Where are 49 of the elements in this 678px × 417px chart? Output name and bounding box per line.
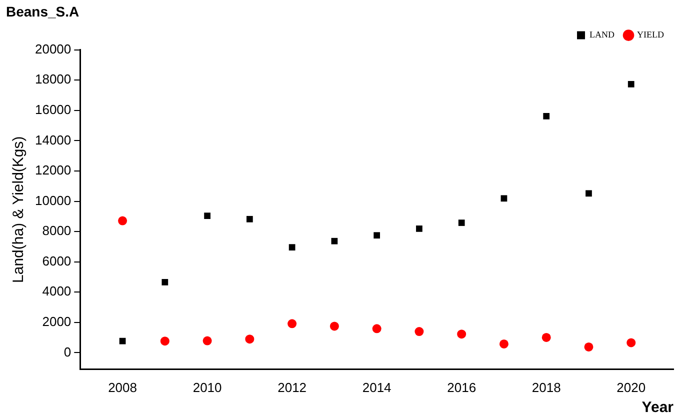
point (118, 216, 128, 226)
y-tick-label: 10000 (34, 192, 72, 208)
y-tick-label: 16000 (34, 102, 72, 117)
y-tick-label: 6000 (42, 253, 72, 268)
point (628, 81, 634, 88)
y-tick-label: 18000 (34, 72, 72, 87)
point (246, 216, 253, 222)
y-tick-label: 12000 (34, 162, 72, 178)
y-tick-label: 4000 (42, 284, 72, 299)
point (119, 338, 126, 344)
x-tick-label: 2016 (447, 380, 476, 395)
point (500, 195, 508, 202)
x-tick-label: 2008 (108, 380, 137, 395)
x-tick-label: 2014 (362, 380, 392, 395)
y-tick-label: 0 (64, 344, 72, 360)
y-axis-title: Land(ha) & Yield(Kgs) (10, 136, 28, 283)
point (245, 334, 254, 344)
point (626, 338, 636, 348)
legend-label: YIELD (637, 30, 664, 40)
point (457, 330, 466, 339)
point (204, 212, 210, 219)
point (288, 244, 296, 250)
point (586, 190, 592, 197)
point (414, 327, 424, 336)
x-tick-label: 2010 (192, 380, 222, 395)
point (499, 339, 508, 348)
point (543, 112, 550, 120)
point (202, 336, 212, 346)
legend-label: LAND (590, 30, 616, 40)
point (160, 336, 170, 346)
point (458, 220, 465, 226)
point (162, 278, 168, 286)
point (584, 342, 594, 352)
point (542, 332, 551, 342)
point (288, 319, 297, 328)
chart-title: Beans_S.A (6, 3, 80, 20)
x-tick-label: 2020 (616, 380, 646, 395)
y-tick-label: 14000 (34, 132, 72, 148)
y-tick-label: 2000 (42, 314, 72, 330)
point (416, 226, 422, 232)
y-tick-label: 8000 (42, 223, 72, 238)
point (330, 322, 339, 331)
y-tick-label: 20000 (34, 41, 72, 56)
x-axis-title: Year (642, 399, 674, 416)
point (374, 232, 380, 239)
x-tick-label: 2018 (532, 380, 561, 395)
point (331, 238, 338, 244)
x-tick-label: 2012 (278, 380, 307, 395)
point (372, 324, 382, 334)
